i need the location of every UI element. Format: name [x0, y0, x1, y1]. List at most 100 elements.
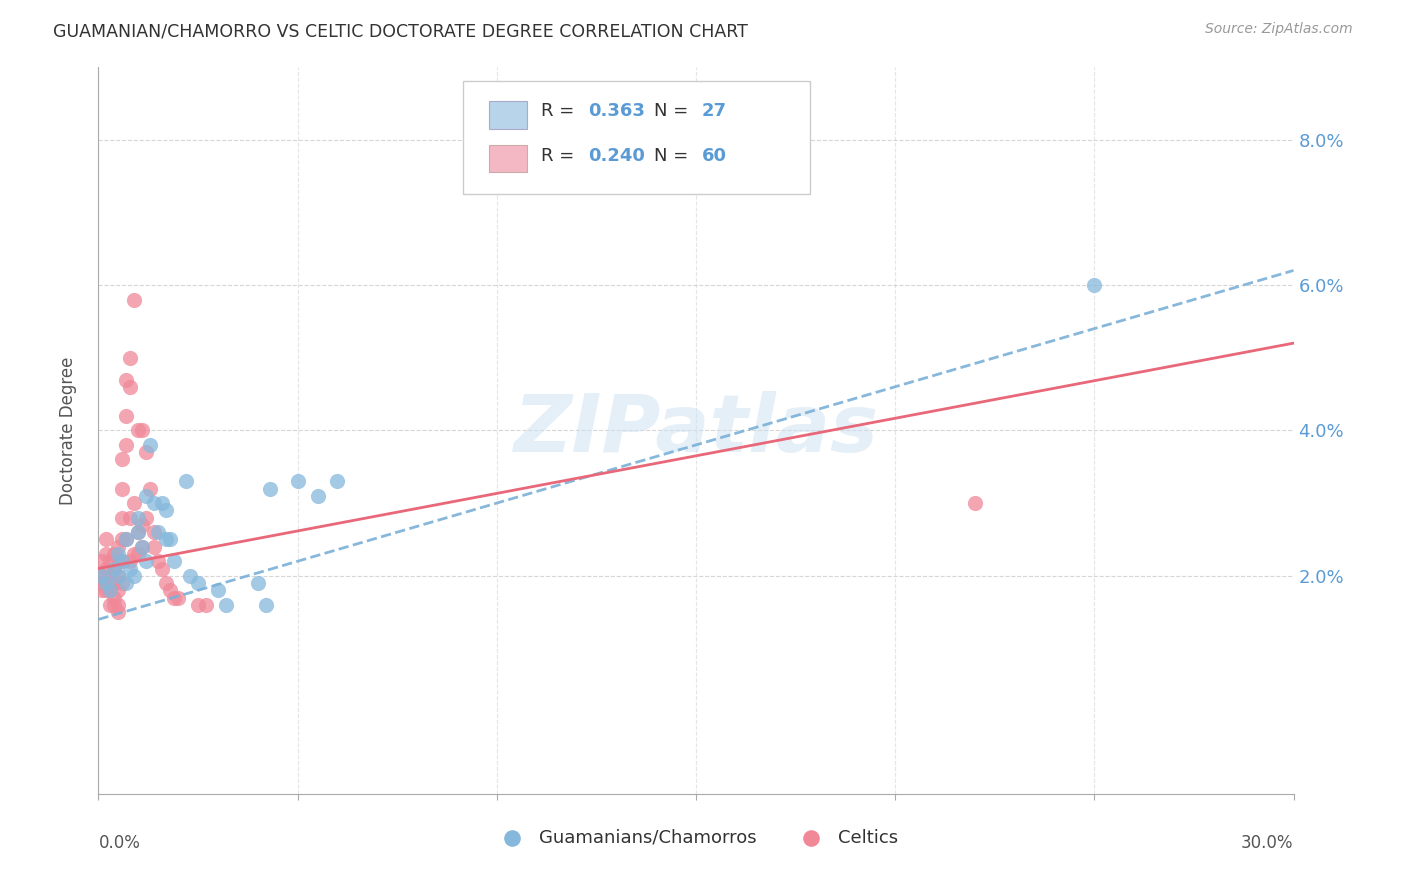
- Point: [107, 540, 129, 554]
- Point: [98, 583, 122, 598]
- Point: [150, 496, 173, 510]
- Point: [111, 510, 134, 524]
- Point: [120, 510, 142, 524]
- Point: [98, 598, 122, 612]
- Point: [131, 517, 153, 532]
- Point: [135, 445, 157, 459]
- Point: [143, 525, 166, 540]
- Text: N =: N =: [654, 146, 695, 165]
- Text: N =: N =: [654, 102, 695, 120]
- Point: [91, 569, 114, 583]
- Point: [107, 554, 129, 568]
- Point: [148, 525, 170, 540]
- Point: [120, 561, 142, 575]
- Point: [287, 475, 309, 489]
- Text: GUAMANIAN/CHAMORRO VS CELTIC DOCTORATE DEGREE CORRELATION CHART: GUAMANIAN/CHAMORRO VS CELTIC DOCTORATE D…: [53, 22, 748, 40]
- Point: [107, 583, 129, 598]
- Point: [107, 569, 129, 583]
- Point: [163, 591, 186, 605]
- Point: [124, 293, 146, 307]
- Point: [107, 569, 129, 583]
- Point: [103, 576, 125, 591]
- Point: [143, 540, 166, 554]
- Y-axis label: Doctorate Degree: Doctorate Degree: [59, 356, 77, 505]
- Point: [131, 424, 153, 438]
- Point: [107, 547, 129, 561]
- Point: [91, 569, 114, 583]
- Legend: Guamanians/Chamorros, Celtics: Guamanians/Chamorros, Celtics: [486, 822, 905, 854]
- Point: [107, 598, 129, 612]
- Point: [139, 438, 162, 452]
- Text: 30.0%: 30.0%: [1241, 834, 1294, 852]
- Point: [139, 482, 162, 496]
- Point: [135, 554, 157, 568]
- Point: [159, 533, 181, 547]
- Point: [115, 372, 138, 386]
- Point: [115, 576, 138, 591]
- Point: [174, 475, 197, 489]
- Point: [254, 598, 277, 612]
- Point: [155, 503, 177, 517]
- Point: [131, 540, 153, 554]
- Point: [115, 533, 138, 547]
- Point: [115, 533, 138, 547]
- Point: [103, 598, 125, 612]
- Point: [127, 525, 149, 540]
- Point: [103, 561, 125, 575]
- Point: [148, 554, 170, 568]
- Point: [120, 554, 142, 568]
- Point: [98, 583, 122, 598]
- Point: [96, 576, 118, 591]
- FancyBboxPatch shape: [489, 101, 527, 128]
- Point: [215, 598, 238, 612]
- Point: [155, 576, 177, 591]
- Point: [98, 554, 122, 568]
- Point: [111, 554, 134, 568]
- Point: [96, 561, 118, 575]
- Point: [115, 438, 138, 452]
- Text: R =: R =: [541, 146, 579, 165]
- Point: [91, 583, 114, 598]
- Point: [111, 452, 134, 467]
- Point: [127, 510, 149, 524]
- Point: [96, 533, 118, 547]
- Point: [103, 547, 125, 561]
- Point: [187, 598, 209, 612]
- Point: [103, 561, 125, 575]
- Point: [259, 482, 281, 496]
- Point: [326, 475, 349, 489]
- Point: [103, 591, 125, 605]
- Point: [98, 569, 122, 583]
- Text: 0.363: 0.363: [589, 102, 645, 120]
- Point: [187, 576, 209, 591]
- Point: [115, 409, 138, 423]
- Point: [124, 496, 146, 510]
- Point: [111, 576, 134, 591]
- Point: [155, 533, 177, 547]
- Point: [127, 547, 149, 561]
- Point: [163, 554, 186, 568]
- Text: ZIPatlas: ZIPatlas: [513, 392, 879, 469]
- Point: [120, 351, 142, 365]
- Point: [246, 576, 269, 591]
- Point: [167, 591, 190, 605]
- Point: [96, 547, 118, 561]
- Point: [91, 554, 114, 568]
- Point: [124, 569, 146, 583]
- Point: [111, 533, 134, 547]
- Point: [107, 605, 129, 619]
- Point: [111, 554, 134, 568]
- Point: [111, 482, 134, 496]
- Text: 0.0%: 0.0%: [98, 834, 141, 852]
- Text: 0.240: 0.240: [589, 146, 645, 165]
- Text: 27: 27: [702, 102, 727, 120]
- Point: [195, 598, 218, 612]
- Point: [135, 510, 157, 524]
- Text: R =: R =: [541, 102, 579, 120]
- Point: [96, 583, 118, 598]
- Point: [91, 576, 114, 591]
- Point: [131, 540, 153, 554]
- Point: [120, 380, 142, 394]
- Point: [307, 489, 329, 503]
- Point: [135, 489, 157, 503]
